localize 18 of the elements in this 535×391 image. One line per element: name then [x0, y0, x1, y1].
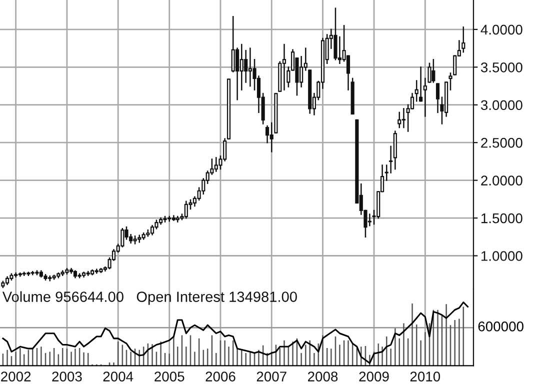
x-tick-label: 2004: [103, 372, 134, 382]
x-tick-label: 2002: [1, 372, 31, 382]
x-tick-label: 2009: [359, 372, 389, 382]
y-tick-label: 3.5000: [480, 62, 522, 72]
y-tick-label: 4.0000: [480, 24, 522, 35]
x-tick-label: 2010: [410, 372, 440, 382]
y-tick-label: 2.5000: [481, 138, 522, 148]
x-tick-label: 2006: [206, 372, 236, 382]
ref-line-label: 600000: [478, 322, 524, 332]
y-tick-label: 3.0000: [480, 100, 522, 110]
x-tick-label: 2005: [154, 372, 184, 382]
x-tick-label: 2003: [52, 372, 82, 382]
chart-title: Volume 956644.00 Open Interest 134981.00: [2, 291, 297, 305]
x-tick-label: 2007: [256, 372, 286, 382]
y-tick-label: 1.5000: [481, 213, 522, 224]
y-tick-label: 2.0000: [481, 176, 522, 186]
x-tick-label: 2008: [308, 372, 338, 382]
y-tick-label: 1.0000: [481, 251, 522, 261]
